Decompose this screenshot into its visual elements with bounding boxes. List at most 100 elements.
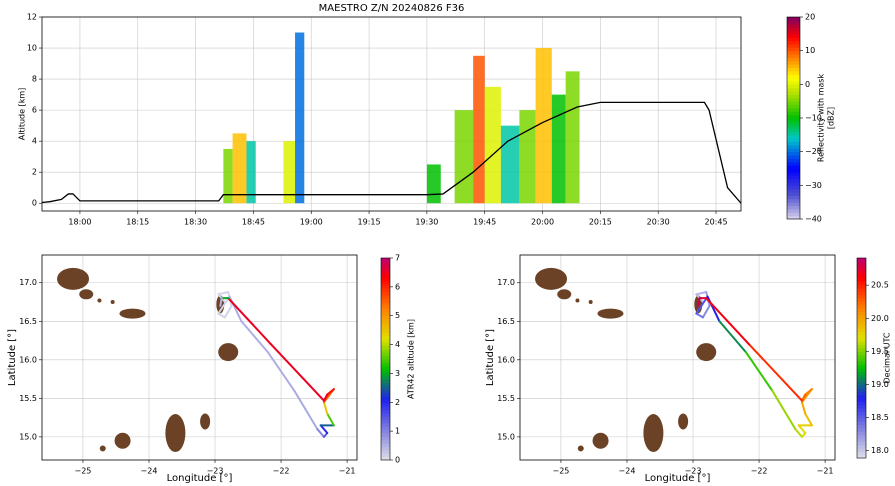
x-tick-label: 18:45	[242, 218, 265, 227]
colorbar-swatch	[381, 348, 390, 353]
colorbar-swatch	[787, 70, 800, 75]
track-segment	[800, 401, 807, 415]
colorbar-tick-label: 0	[395, 456, 400, 465]
colorbar-tick-label: −20	[805, 147, 822, 156]
track-segment	[804, 388, 813, 396]
colorbar-swatch	[381, 355, 390, 360]
colorbar-swatch	[381, 305, 390, 309]
y-tick-label: 15.5	[19, 394, 37, 403]
colorbar-tick-label: 18.5	[871, 413, 889, 422]
colorbar-label: Decimal UTC	[883, 332, 892, 383]
colorbar-swatch	[381, 399, 390, 404]
colorbar-swatch	[787, 212, 800, 217]
y-axis-label: Latitude [°]	[7, 329, 18, 386]
x-tick-label: 18:15	[126, 218, 149, 227]
colorbar-swatch	[857, 401, 866, 406]
colorbar-swatch	[787, 27, 800, 31]
colorbar-swatch	[857, 361, 866, 366]
colorbar-swatch	[787, 77, 800, 82]
colorbar-swatch	[857, 311, 866, 316]
colorbar-tick-label: 5	[395, 311, 400, 320]
colorbar-swatch	[787, 141, 800, 146]
colorbar-swatch	[381, 409, 390, 414]
echo	[223, 148, 233, 204]
colorbar-swatch	[787, 84, 800, 89]
colorbar-swatch	[857, 334, 866, 339]
x-tick-label: −21	[817, 467, 834, 476]
track-segment	[293, 389, 319, 431]
colorbar-swatch	[787, 80, 800, 85]
x-tick-label: 19:45	[473, 218, 496, 227]
colorbar-swatch	[787, 104, 800, 109]
colorbar-swatch	[857, 411, 866, 416]
colorbar-swatch	[857, 264, 866, 269]
colorbar-swatch	[787, 138, 800, 143]
colorbar-tick-label: 19.5	[871, 347, 889, 356]
colorbar-swatch	[381, 392, 390, 397]
y-tick-label: 16.5	[497, 317, 515, 326]
colorbar-swatch	[381, 419, 390, 424]
colorbar-swatch	[381, 385, 390, 390]
track-segment	[217, 295, 231, 315]
colorbar-swatch	[787, 23, 800, 28]
echo	[500, 125, 520, 204]
colorbar-swatch	[381, 372, 390, 377]
colorbar-swatch	[381, 335, 390, 340]
track-segment	[748, 343, 803, 402]
echo	[283, 141, 296, 204]
colorbar-swatch	[857, 444, 866, 449]
island	[535, 267, 568, 290]
colorbar-swatch	[857, 338, 866, 342]
colorbar-swatch	[381, 278, 390, 283]
colorbar-swatch	[381, 412, 390, 417]
track-segment	[217, 312, 226, 319]
colorbar-swatch	[787, 168, 800, 173]
colorbar-swatch	[857, 414, 866, 419]
track-segment	[322, 401, 329, 415]
island	[57, 267, 90, 290]
colorbar-swatch	[787, 165, 800, 169]
track-segment	[794, 428, 803, 438]
colorbar-swatch	[857, 391, 866, 396]
colorbar-swatch	[787, 192, 800, 196]
track-segment	[326, 412, 335, 427]
track-segment	[227, 297, 273, 346]
colorbar-swatch	[787, 33, 800, 38]
colorbar-swatch	[857, 301, 866, 306]
colorbar-swatch	[787, 121, 800, 126]
colorbar-swatch	[381, 365, 390, 370]
colorbar-swatch	[381, 439, 390, 444]
colorbar-swatch	[381, 338, 390, 343]
y-tick-label: 16.0	[19, 355, 37, 364]
x-tick-label: 18:00	[68, 218, 91, 227]
colorbar-swatch	[381, 456, 390, 461]
island	[114, 432, 131, 449]
colorbar-swatch	[381, 258, 390, 262]
colorbar-swatch	[381, 311, 390, 316]
echo	[519, 110, 536, 204]
track-segment	[701, 304, 711, 319]
colorbar-swatch	[857, 404, 866, 409]
x-tick-label: 20:15	[589, 218, 612, 227]
colorbar-frame	[380, 257, 391, 461]
island	[597, 308, 624, 319]
colorbar-swatch	[787, 47, 800, 52]
y-tick-label: 15.0	[19, 432, 37, 441]
colorbar-swatch	[857, 351, 866, 356]
colorbar-swatch	[857, 398, 866, 402]
island	[696, 343, 717, 362]
colorbar-swatch	[787, 57, 800, 62]
colorbar-swatch	[381, 281, 390, 286]
colorbar-swatch	[787, 151, 800, 156]
colorbar-tick-label: 20.5	[871, 281, 889, 290]
colorbar-swatch	[857, 278, 866, 282]
colorbar-swatch	[787, 155, 800, 159]
echo	[295, 32, 305, 204]
colorbar-swatch	[787, 128, 800, 132]
colorbar-swatch	[787, 43, 800, 48]
colorbar-swatch	[381, 325, 390, 330]
island	[79, 289, 94, 300]
colorbar-swatch	[381, 449, 390, 454]
colorbar-swatch	[787, 101, 800, 106]
